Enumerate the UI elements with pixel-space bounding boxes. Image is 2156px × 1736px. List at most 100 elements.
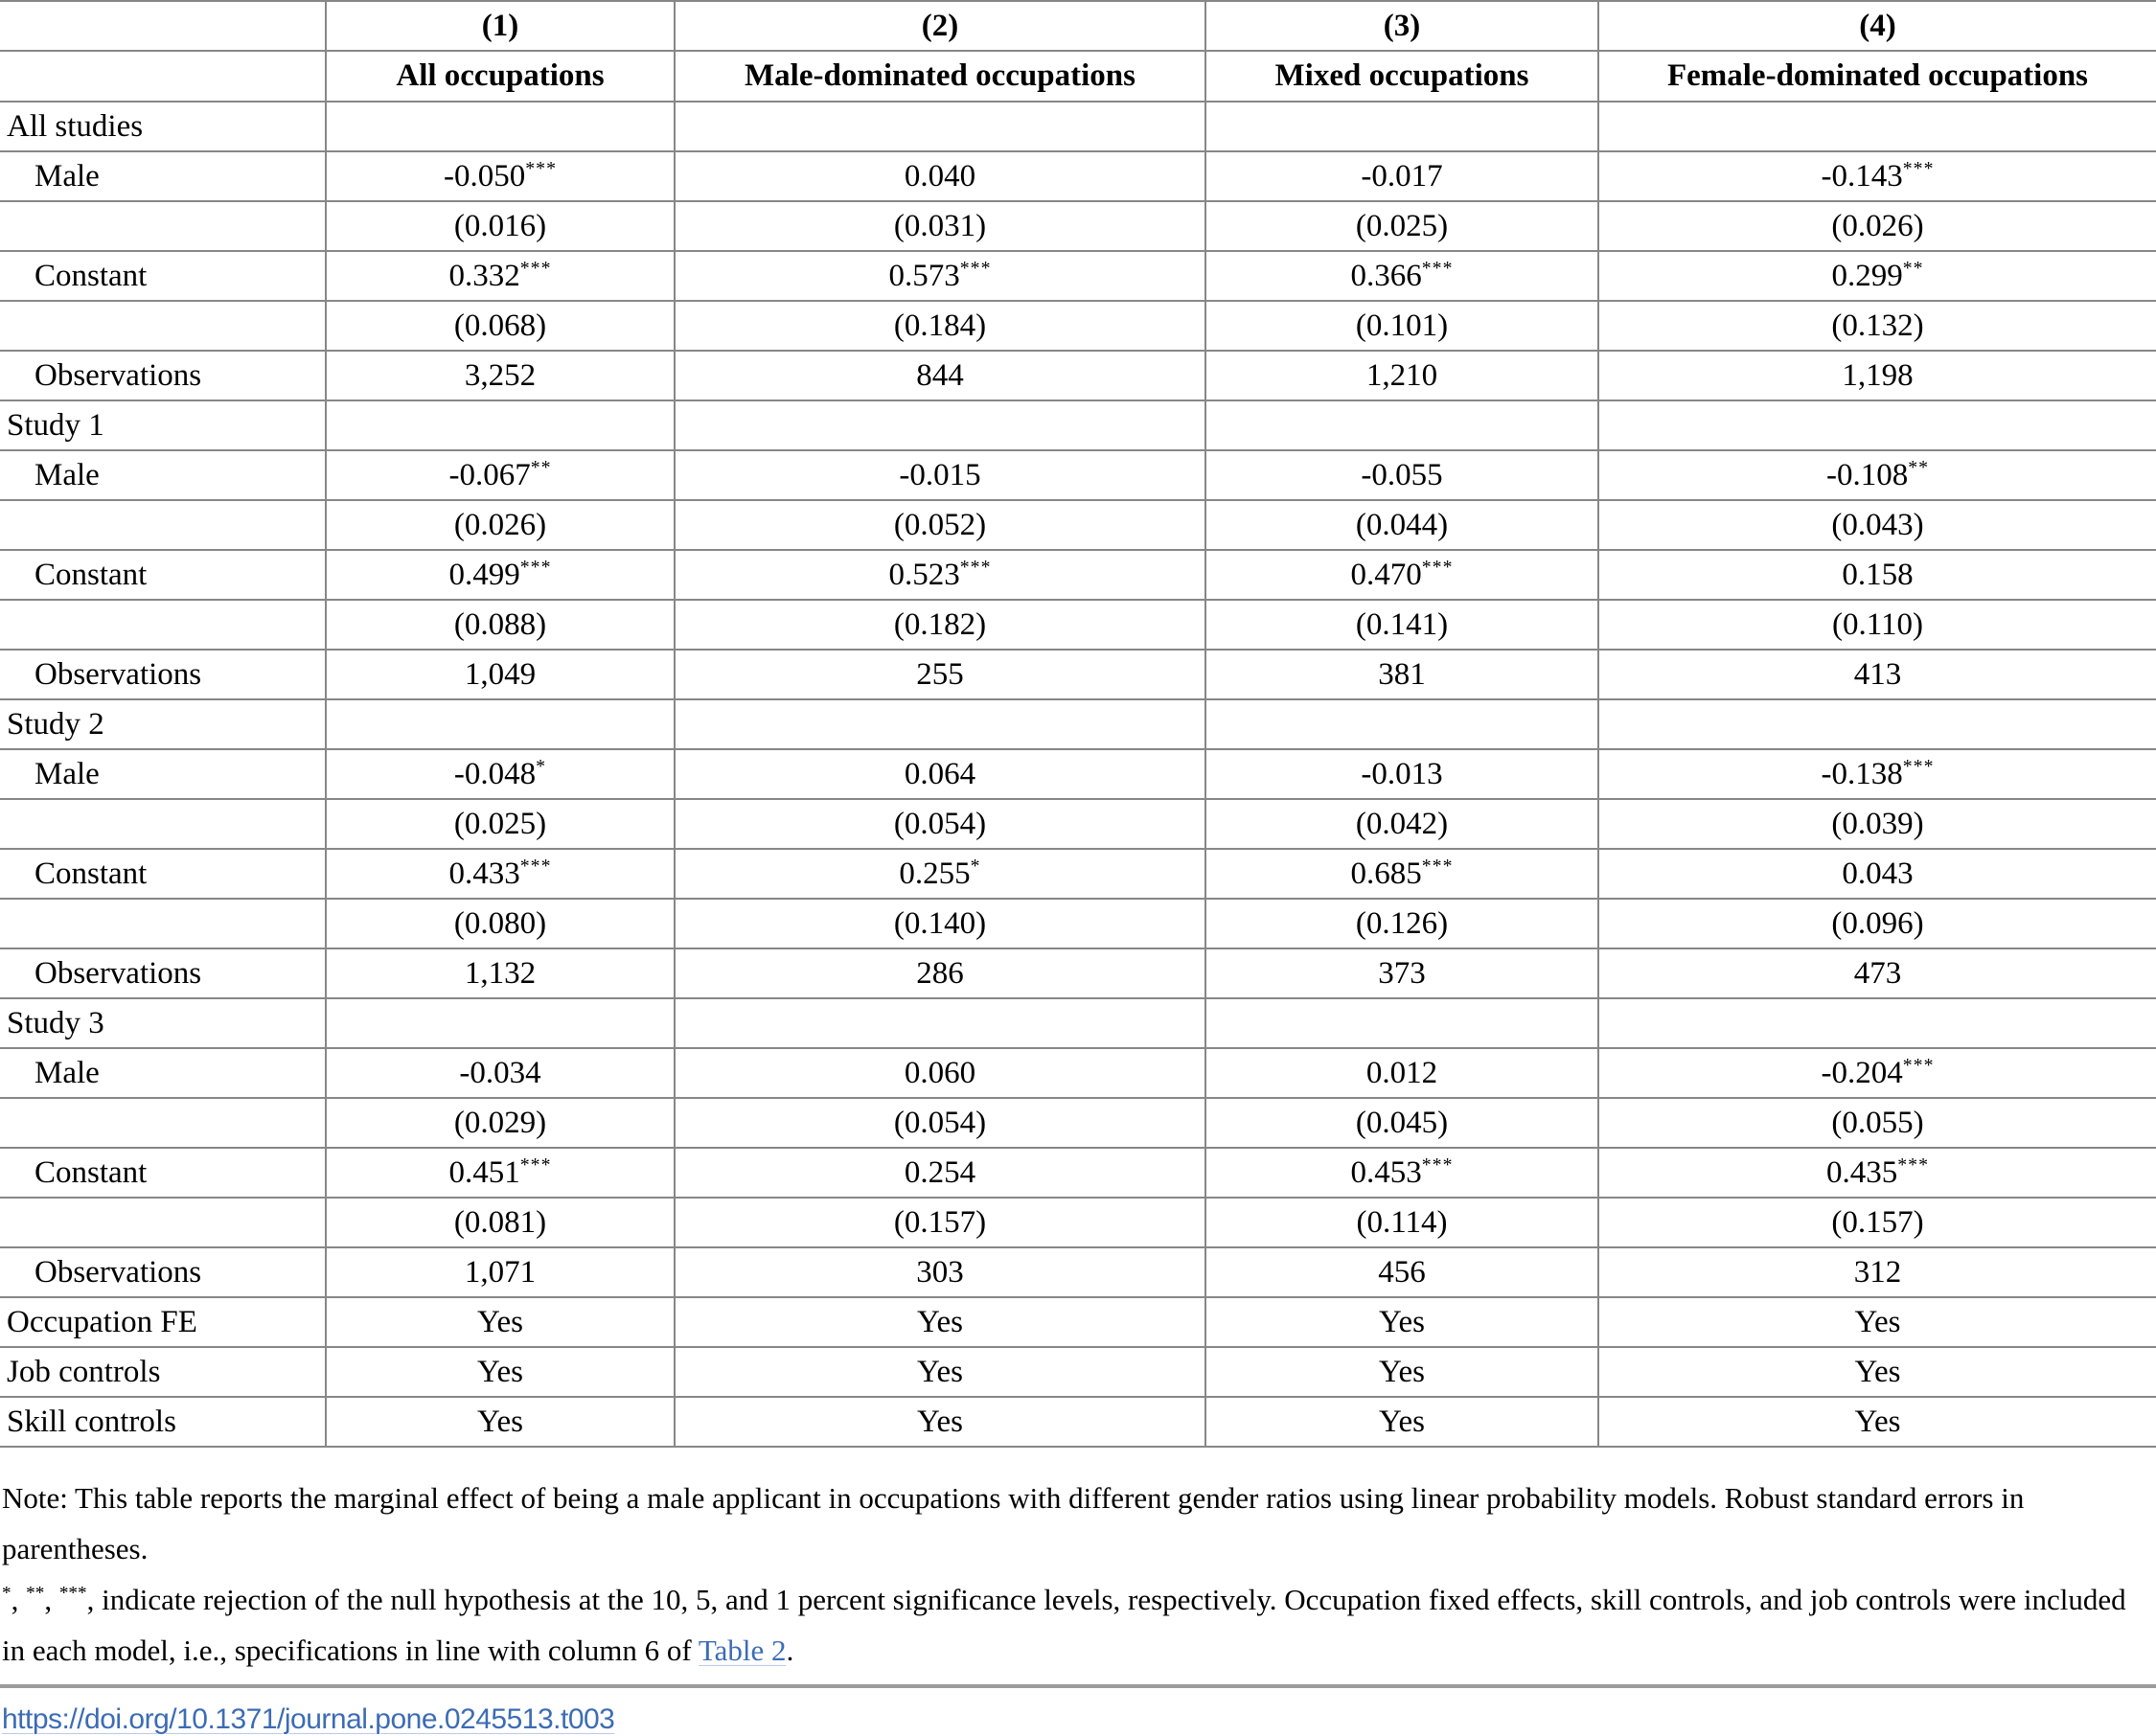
value-cell: 0.451***	[325, 1148, 675, 1199]
value-cell: 0.012	[1204, 1048, 1598, 1099]
significance-stars: *	[970, 855, 981, 877]
table-2-link[interactable]: Table 2	[698, 1633, 787, 1667]
regression-results-table: (1) (2) (3) (4) All occupations Male-dominate…	[0, 0, 2156, 1448]
value-cell: 0.499***	[325, 550, 675, 601]
table-row: (0.068) (0.184) (0.101) (0.132)	[0, 301, 2156, 352]
column-number-header: (3)	[1204, 1, 1598, 52]
significance-stars: *	[536, 755, 547, 777]
value-cell: 286	[674, 948, 1205, 999]
cell-value: (0.054)	[893, 1105, 987, 1140]
row-label: Observations	[0, 948, 326, 999]
cell-value: 0.060	[904, 1055, 976, 1090]
value-cell: Yes	[325, 1297, 675, 1348]
value-cell	[1204, 400, 1598, 451]
cell-value: Yes	[1854, 1354, 1901, 1389]
significance-stars: ***	[519, 855, 552, 877]
cell-value: (0.031)	[893, 208, 987, 243]
table-row: Constant 0.499*** 0.523*** 0.470*** 0.158	[0, 550, 2156, 601]
value-cell: (0.101)	[1204, 301, 1598, 352]
value-cell: -0.138***	[1597, 749, 2156, 800]
row-label: Male	[0, 450, 326, 501]
value-cell: 255	[674, 650, 1205, 700]
cell-value: 0.453	[1350, 1154, 1422, 1190]
table-body: All studies Male -0.050*** 0.040 -0.017 -0.14…	[0, 102, 2156, 1448]
cell-value: (0.026)	[453, 507, 547, 542]
cell-value: 0.433	[448, 856, 520, 891]
note-line-1: Note: This table reports the marginal ef…	[2, 1481, 1994, 1515]
cell-value: -0.055	[1361, 457, 1443, 492]
significance-stars: ***	[1421, 855, 1454, 877]
value-cell: 0.470***	[1204, 550, 1598, 601]
value-cell: (0.132)	[1597, 301, 2156, 352]
value-cell: -0.067**	[325, 450, 675, 501]
cell-value: Yes	[476, 1304, 524, 1339]
table-row: (0.081) (0.157) (0.114) (0.157)	[0, 1198, 2156, 1248]
value-cell: (0.157)	[674, 1198, 1205, 1248]
value-cell: Yes	[1204, 1297, 1598, 1348]
value-cell: (0.096)	[1597, 899, 2156, 949]
cell-value: (0.045)	[1355, 1105, 1449, 1140]
value-cell: -0.013	[1204, 749, 1598, 800]
table-row: Observations 1,071 303 456 312	[0, 1247, 2156, 1298]
value-cell: (0.141)	[1204, 600, 1598, 651]
cell-value: 312	[1853, 1254, 1902, 1290]
value-cell: (0.042)	[1204, 799, 1598, 850]
value-cell: -0.034	[325, 1048, 675, 1099]
significance-stars: **	[530, 456, 552, 478]
cell-value: (0.101)	[1355, 308, 1449, 343]
value-cell: (0.081)	[325, 1198, 675, 1248]
table-row: (0.029) (0.054) (0.045) (0.055)	[0, 1098, 2156, 1149]
significance-stars: ***	[519, 1154, 552, 1176]
value-cell: (0.184)	[674, 301, 1205, 352]
value-cell: -0.015	[674, 450, 1205, 501]
column-number-header: (1)	[325, 1, 675, 52]
value-cell: (0.088)	[325, 600, 675, 651]
cell-value: 1,132	[464, 955, 537, 991]
significance-stars: ***	[959, 257, 992, 279]
cell-value: (0.039)	[1831, 806, 1924, 841]
table-row: Constant 0.451*** 0.254 0.453*** 0.435***	[0, 1148, 2156, 1199]
cell-value: 303	[916, 1254, 964, 1290]
table-row: (0.080) (0.140) (0.126) (0.096)	[0, 899, 2156, 949]
cell-value: (0.025)	[453, 806, 547, 841]
value-cell: (0.025)	[325, 799, 675, 850]
value-cell	[1597, 102, 2156, 152]
significance-stars: **	[1902, 257, 1924, 279]
cell-value: Yes	[1854, 1404, 1901, 1439]
value-cell: Yes	[325, 1397, 675, 1448]
cell-value: -0.013	[1361, 756, 1443, 791]
row-label: All studies	[0, 102, 326, 152]
cell-value: 0.158	[1842, 557, 1914, 592]
value-cell: 1,198	[1597, 351, 2156, 401]
doi-link[interactable]: https://doi.org/10.1371/journal.pone.024…	[2, 1703, 615, 1735]
row-label: Constant	[0, 1148, 326, 1199]
value-cell	[674, 699, 1205, 750]
cell-value: (0.132)	[1831, 308, 1924, 343]
cell-value: 3,252	[464, 357, 537, 393]
cell-value: -0.138	[1821, 756, 1903, 791]
row-label	[0, 799, 326, 850]
cell-value: -0.067	[448, 457, 531, 492]
value-cell: (0.026)	[1597, 201, 2156, 252]
cell-value: (0.044)	[1355, 507, 1449, 542]
value-cell: (0.080)	[325, 899, 675, 949]
cell-value: -0.108	[1825, 457, 1909, 492]
value-cell: -0.017	[1204, 151, 1598, 202]
value-cell: 1,049	[325, 650, 675, 700]
value-cell: 381	[1204, 650, 1598, 700]
value-cell: (0.126)	[1204, 899, 1598, 949]
significance-stars: ***	[959, 556, 992, 578]
cell-value: (0.157)	[893, 1204, 987, 1240]
row-label: Constant	[0, 849, 326, 900]
value-cell: -0.143***	[1597, 151, 2156, 202]
value-cell	[325, 102, 675, 152]
cell-value: -0.017	[1361, 158, 1443, 194]
table-row: Study 3	[0, 998, 2156, 1049]
cell-value: -0.048	[453, 756, 537, 791]
table-row: Occupation FE Yes Yes Yes Yes	[0, 1297, 2156, 1348]
value-cell	[674, 102, 1205, 152]
value-cell: -0.204***	[1597, 1048, 2156, 1099]
corner-cell	[0, 1, 326, 52]
value-cell: (0.029)	[325, 1098, 675, 1149]
row-label	[0, 500, 326, 551]
